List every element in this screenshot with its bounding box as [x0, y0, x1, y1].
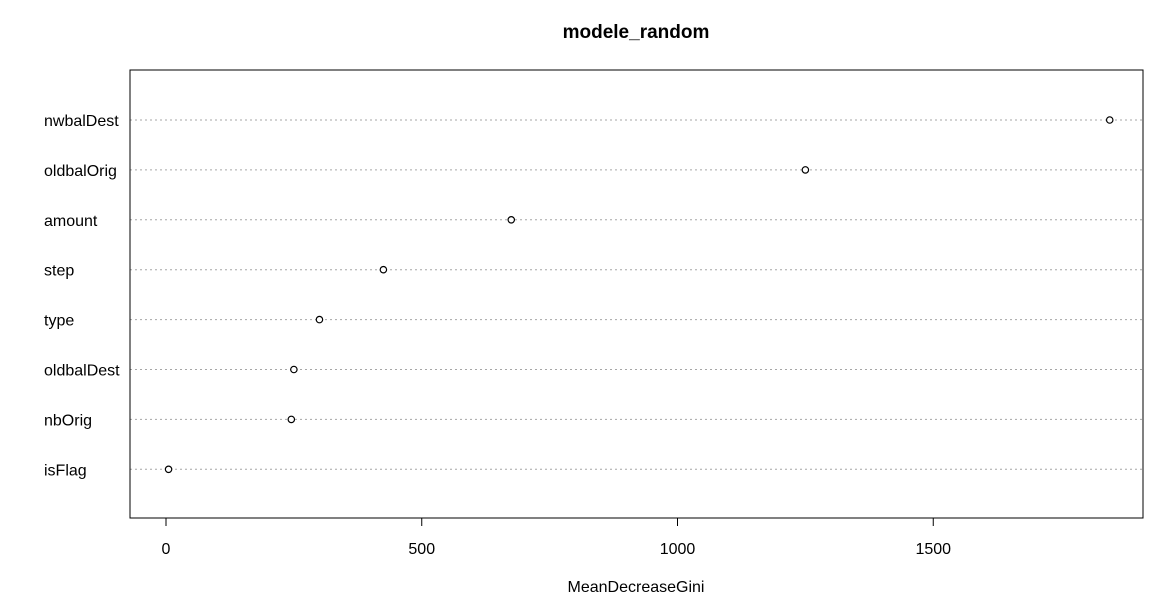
- point-oldbalDest: [290, 365, 298, 374]
- y-label-nbOrig: nbOrig: [44, 412, 92, 429]
- y-label-isFlag: isFlag: [44, 462, 87, 479]
- point-amount: [507, 216, 516, 224]
- y-label-amount: amount: [44, 213, 98, 230]
- guide-lines: [130, 119, 1143, 470]
- x-tick-label-1500: 1500: [915, 541, 951, 558]
- point-oldbalOrig: [801, 166, 810, 174]
- y-label-oldbalOrig: oldbalOrig: [44, 163, 117, 180]
- chart-title: modele_random: [563, 22, 710, 43]
- y-label-nwbalDest: nwbalDest: [44, 113, 119, 130]
- data-points: [164, 116, 1114, 474]
- x-axis: 0 500 1000 1500: [162, 517, 951, 558]
- plot-area: [129, 69, 1144, 519]
- point-isFlag: [164, 465, 173, 474]
- x-tick-label-1000: 1000: [660, 541, 696, 558]
- y-label-type: type: [44, 313, 74, 330]
- x-tick-label-0: 0: [162, 541, 171, 558]
- y-axis-labels: nwbalDest oldbalOrig amount step type oldbalD…: [44, 113, 120, 479]
- x-axis-title: MeanDecreaseGini: [568, 579, 705, 596]
- point-step: [379, 265, 388, 274]
- point-nwbalDest: [1105, 116, 1114, 124]
- point-nbOrig: [287, 415, 296, 424]
- y-label-step: step: [44, 263, 74, 280]
- point-type: [315, 315, 324, 324]
- y-label-oldbalDest: oldbalDest: [44, 363, 120, 380]
- x-tick-label-500: 500: [408, 541, 435, 558]
